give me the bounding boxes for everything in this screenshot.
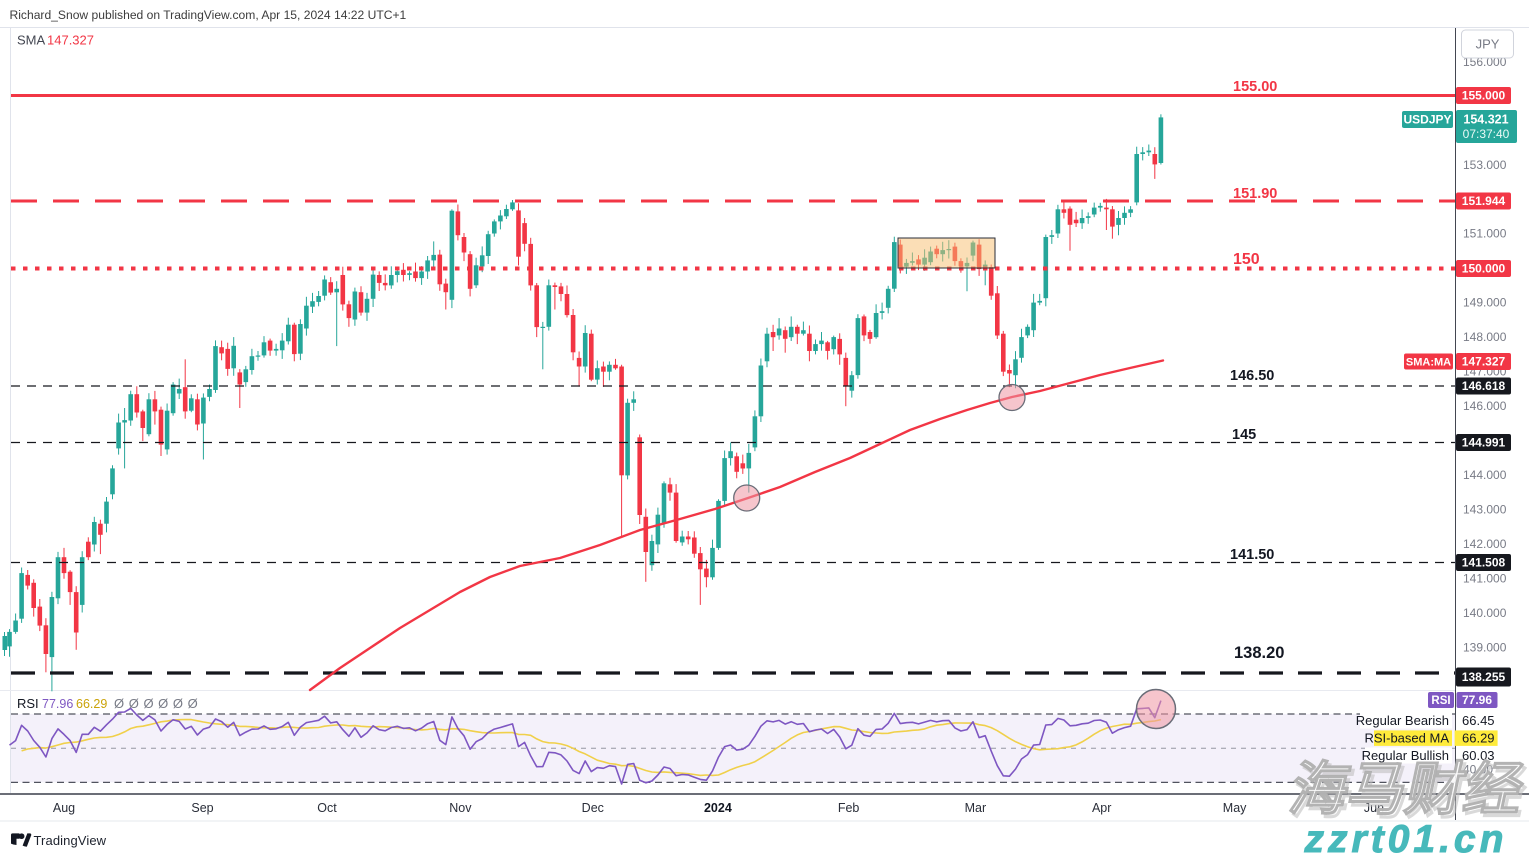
svg-text:07:37:40: 07:37:40 xyxy=(1463,127,1510,141)
svg-text:Regular Bearish: Regular Bearish xyxy=(1356,713,1449,728)
svg-text:154.321: 154.321 xyxy=(1463,113,1508,127)
svg-text:RSI: RSI xyxy=(17,696,39,711)
svg-text:TradingView: TradingView xyxy=(34,833,107,848)
svg-text:141.50: 141.50 xyxy=(1230,547,1274,563)
svg-text:USDJPY: USDJPY xyxy=(1403,113,1451,127)
svg-text:147.327: 147.327 xyxy=(1462,355,1506,369)
svg-text:148.000: 148.000 xyxy=(1463,330,1507,344)
svg-text:66.29: 66.29 xyxy=(76,697,107,711)
svg-text:139.000: 139.000 xyxy=(1463,641,1507,655)
svg-text:149.000: 149.000 xyxy=(1463,296,1507,310)
svg-text:147.327: 147.327 xyxy=(47,33,94,48)
svg-text:140.000: 140.000 xyxy=(1463,606,1507,620)
svg-text:66.29: 66.29 xyxy=(1462,731,1495,746)
svg-text:RSI-based MA: RSI-based MA xyxy=(1364,731,1449,746)
svg-text:151.90: 151.90 xyxy=(1233,186,1277,202)
svg-text:144.000: 144.000 xyxy=(1463,468,1507,482)
svg-text:151.944: 151.944 xyxy=(1462,194,1506,208)
svg-text:146.50: 146.50 xyxy=(1230,368,1274,384)
svg-text:海马财经: 海马财经 xyxy=(1287,761,1529,825)
svg-text:SMA:MA: SMA:MA xyxy=(1406,357,1451,369)
svg-text:海马财经: 海马财经 xyxy=(1284,758,1529,822)
svg-text:141.000: 141.000 xyxy=(1463,572,1507,586)
svg-text:Ø Ø Ø Ø Ø Ø: Ø Ø Ø Ø Ø Ø xyxy=(114,696,198,711)
svg-text:146.000: 146.000 xyxy=(1463,399,1507,413)
svg-text:40.00: 40.00 xyxy=(1463,763,1493,777)
svg-text:Feb: Feb xyxy=(838,801,860,815)
svg-text:Richard_Snow published on Trad: Richard_Snow published on TradingView.co… xyxy=(10,8,407,22)
svg-text:142.000: 142.000 xyxy=(1463,537,1507,551)
svg-text:155.000: 155.000 xyxy=(1462,89,1506,103)
svg-text:May: May xyxy=(1223,801,1247,815)
svg-text:151.000: 151.000 xyxy=(1463,227,1507,241)
svg-text:2024: 2024 xyxy=(704,801,732,815)
svg-text:138.20: 138.20 xyxy=(1234,644,1284,662)
svg-text:141.508: 141.508 xyxy=(1462,556,1506,570)
svg-text:JPY: JPY xyxy=(1476,37,1500,52)
svg-text:146.618: 146.618 xyxy=(1462,379,1506,393)
svg-text:zzrt01.cn: zzrt01.cn xyxy=(1301,820,1505,857)
svg-text:Nov: Nov xyxy=(449,801,472,815)
svg-text:Regular Bullish: Regular Bullish xyxy=(1362,748,1449,763)
svg-text:145: 145 xyxy=(1232,427,1256,443)
svg-text:60.03: 60.03 xyxy=(1462,748,1495,763)
svg-text:Jun: Jun xyxy=(1364,801,1384,815)
svg-text:143.000: 143.000 xyxy=(1463,503,1507,517)
svg-text:77.96: 77.96 xyxy=(1462,693,1492,707)
svg-text:150.000: 150.000 xyxy=(1462,262,1506,276)
svg-text:zzrt01.cn: zzrt01.cn xyxy=(1304,818,1508,857)
svg-text:77.96: 77.96 xyxy=(42,697,73,711)
svg-text:Mar: Mar xyxy=(965,801,987,815)
svg-text:Sep: Sep xyxy=(191,801,213,815)
svg-text:Aug: Aug xyxy=(53,801,75,815)
svg-text:Apr: Apr xyxy=(1092,801,1111,815)
svg-text:150: 150 xyxy=(1233,251,1260,268)
svg-text:SMA: SMA xyxy=(17,33,46,48)
svg-text:RSI: RSI xyxy=(1431,695,1450,707)
svg-text:155.00: 155.00 xyxy=(1233,79,1277,95)
svg-text:Dec: Dec xyxy=(582,801,604,815)
svg-text:Oct: Oct xyxy=(317,801,337,815)
svg-text:138.255: 138.255 xyxy=(1462,670,1506,684)
svg-text:144.991: 144.991 xyxy=(1462,436,1506,450)
svg-text:153.000: 153.000 xyxy=(1463,158,1507,172)
svg-text:66.45: 66.45 xyxy=(1462,713,1495,728)
